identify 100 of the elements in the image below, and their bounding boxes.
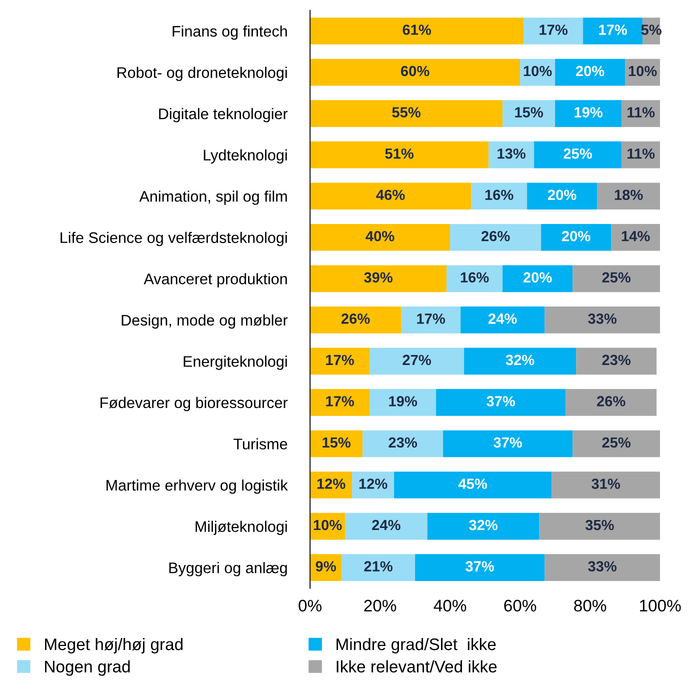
bar — [527, 182, 598, 210]
data-label: 26% — [341, 314, 370, 324]
bar — [310, 224, 450, 251]
bar — [502, 265, 573, 292]
data-label: 17% — [599, 24, 628, 35]
bar — [345, 512, 428, 540]
bar — [541, 224, 612, 251]
data-label: 13% — [498, 148, 526, 159]
data-label: 15% — [322, 437, 351, 448]
legend-label: Mindre grad/Slet ikke — [336, 638, 496, 654]
bar — [502, 100, 556, 127]
bar — [310, 389, 370, 416]
data-label: 37% — [466, 561, 494, 572]
bar — [370, 389, 436, 416]
legend-label: Ikke relevant/Ved ikke — [336, 660, 497, 672]
y-tick-label: Animation, spil og film — [139, 190, 287, 205]
bar — [310, 18, 524, 44]
bar — [566, 389, 657, 416]
bar — [415, 554, 545, 581]
data-label: 11% — [628, 107, 655, 118]
bar — [310, 141, 489, 168]
data-label: 55% — [392, 107, 421, 118]
bar — [394, 472, 552, 498]
data-label: 18% — [614, 190, 643, 200]
data-label: 12% — [317, 478, 346, 489]
bar — [576, 348, 657, 375]
y-tick-label: Lydteknologi — [204, 149, 287, 164]
data-label: 35% — [585, 520, 614, 530]
data-label: 37% — [494, 437, 522, 448]
x-tick-label: 0% — [298, 600, 322, 612]
data-label: 11% — [628, 148, 655, 159]
data-label: 33% — [588, 314, 617, 324]
y-tick-label: Finans og fintech — [172, 25, 287, 40]
x-tick-label: 40% — [434, 600, 466, 612]
data-label: 10% — [314, 520, 342, 530]
bar — [310, 306, 402, 334]
data-label: 15% — [515, 107, 544, 118]
bar — [572, 265, 660, 292]
y-tick-label: Martime erhverv og logistik — [106, 479, 288, 494]
data-label: 33% — [588, 561, 617, 572]
bar — [310, 265, 447, 292]
bar — [342, 554, 416, 581]
data-label: 17% — [326, 396, 354, 406]
data-label: 9% — [316, 561, 336, 572]
y-tick-label: Fødevarer og bioressourcer — [100, 396, 288, 412]
data-label: 20% — [562, 230, 590, 242]
data-label: 23% — [388, 437, 418, 448]
data-label: 12% — [359, 478, 388, 489]
data-label: 19% — [389, 396, 418, 406]
data-label: 32% — [506, 354, 534, 366]
y-tick-label: Robot- og droneteknologi — [118, 66, 287, 81]
bar — [552, 472, 660, 498]
bar — [362, 430, 444, 458]
bar — [310, 348, 370, 375]
bar — [401, 306, 461, 334]
data-label: 32% — [469, 520, 498, 530]
data-label: 37% — [486, 396, 516, 406]
data-label: 60% — [400, 66, 430, 76]
x-tick-label: 100% — [640, 600, 681, 612]
data-label: 25% — [602, 272, 631, 283]
bar — [524, 18, 584, 44]
legend-label: Meget høj/høj grad — [45, 638, 183, 654]
bar — [611, 224, 660, 251]
bar — [450, 224, 542, 251]
bar — [310, 100, 503, 127]
data-label: 31% — [592, 478, 620, 489]
y-tick-label: Energiteknologi — [184, 356, 287, 370]
data-label: 17% — [326, 354, 354, 366]
bar — [534, 141, 622, 168]
bar — [539, 512, 660, 540]
bar — [597, 182, 660, 210]
data-label: 25% — [602, 437, 631, 448]
bar — [583, 18, 643, 44]
bar — [446, 265, 503, 292]
x-tick-label: 20% — [364, 600, 396, 612]
bar — [464, 348, 576, 375]
bar — [370, 348, 464, 375]
y-tick-label: Digitale teknologier — [159, 108, 288, 122]
y-tick-label: Design, mode og møbler — [122, 314, 288, 329]
data-label: 16% — [460, 272, 489, 283]
bar — [436, 389, 566, 416]
bar — [460, 306, 545, 334]
data-label: 26% — [481, 230, 510, 242]
data-label: 14% — [622, 231, 650, 242]
y-tick-label: Turisme — [234, 438, 288, 450]
bar — [310, 58, 520, 86]
data-label: 51% — [385, 148, 414, 159]
bar — [310, 182, 472, 210]
legend-label: Nogen grad — [45, 660, 130, 676]
bar — [555, 100, 622, 127]
data-label: 24% — [372, 520, 400, 530]
data-label: 40% — [366, 230, 394, 242]
data-label: 24% — [488, 314, 517, 324]
bar — [443, 430, 573, 458]
y-tick-label: Byggeri og anlæg — [169, 562, 287, 576]
bar — [544, 306, 660, 334]
data-label: 20% — [548, 190, 576, 200]
data-label: 17% — [540, 24, 568, 35]
data-label: 39% — [364, 272, 393, 283]
data-label: 20% — [523, 272, 552, 283]
